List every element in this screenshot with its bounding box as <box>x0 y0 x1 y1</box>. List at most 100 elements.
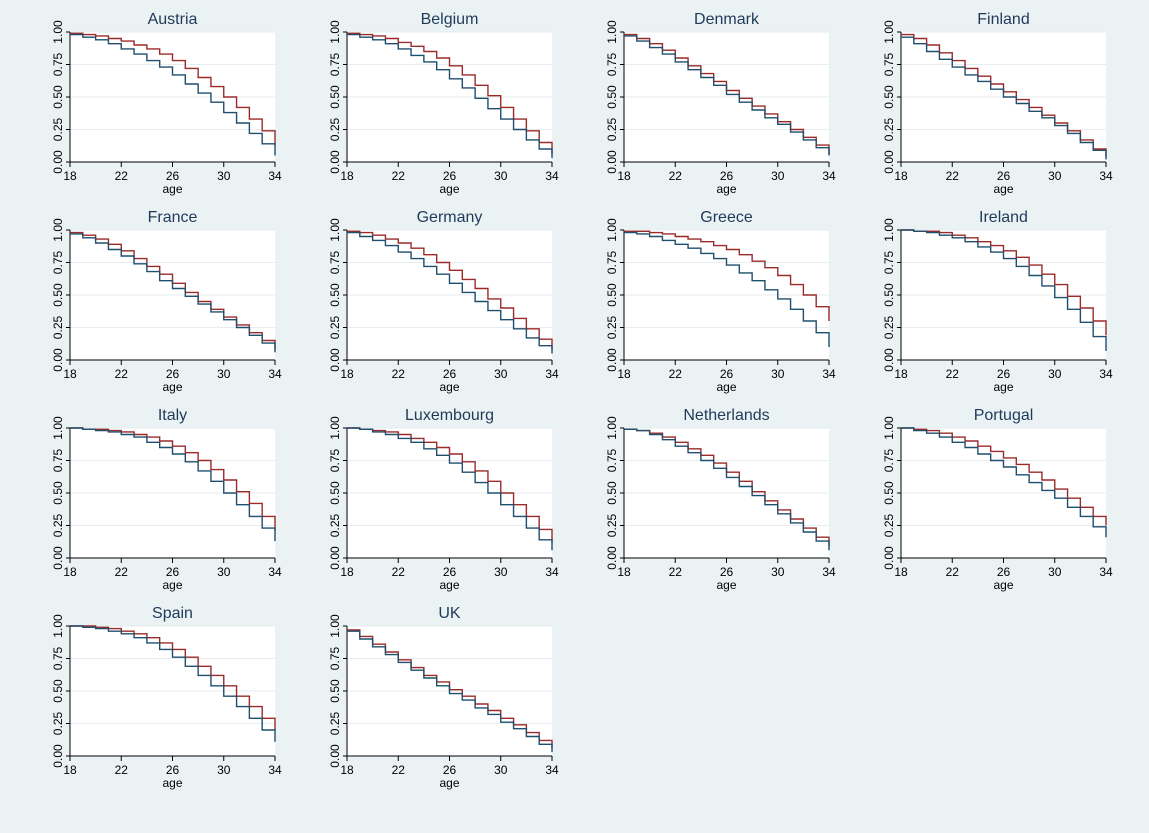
y-tick-label: 0.25 <box>328 711 342 735</box>
series-line-1 <box>347 230 553 350</box>
y-tick-label: 0.50 <box>605 85 619 109</box>
y-tick-label: 0.75 <box>605 250 619 274</box>
y-tick-label: 1.00 <box>605 218 619 242</box>
x-tick-label: 18 <box>617 367 631 381</box>
y-tick-label: 0.50 <box>328 85 342 109</box>
x-tick-label: 22 <box>669 367 683 381</box>
y-tick-label: 0.25 <box>882 315 896 339</box>
x-tick-label: 30 <box>494 763 508 777</box>
panel-denmark: 0.00 0.25 0.50 0.75 1.00 18 22 26 30 34 age Denmark <box>605 11 836 196</box>
x-tick-label: 34 <box>822 367 836 381</box>
y-tick-label: 0.00 <box>51 150 65 174</box>
series-line-1 <box>624 230 830 321</box>
y-tick-label: 0.25 <box>328 315 342 339</box>
x-tick-label: 34 <box>1099 367 1113 381</box>
y-tick-label: 0.75 <box>605 448 619 472</box>
y-tick-label: 0.75 <box>51 250 65 274</box>
x-tick-label: 18 <box>894 367 908 381</box>
y-tick-label: 0.00 <box>605 348 619 372</box>
x-tick-label: 22 <box>115 169 129 183</box>
panel-luxembourg: 0.00 0.25 0.50 0.75 1.00 18 22 26 30 34 age Luxembo… <box>328 407 559 592</box>
x-tick-label: 34 <box>268 565 282 579</box>
x-tick-label: 34 <box>268 169 282 183</box>
panel-title: Belgium <box>421 11 479 28</box>
panel-uk: 0.00 0.25 0.50 0.75 1.00 18 22 26 30 34 age UK <box>328 605 559 790</box>
x-axis-label: age <box>439 380 459 394</box>
y-tick-label: 0.50 <box>605 481 619 505</box>
x-axis-label: age <box>993 182 1013 196</box>
panel-title: Portugal <box>974 407 1034 424</box>
x-tick-label: 34 <box>822 565 836 579</box>
x-tick-label: 18 <box>894 565 908 579</box>
panel-title: Greece <box>700 209 753 226</box>
y-tick-label: 0.25 <box>605 513 619 537</box>
y-tick-label: 0.75 <box>882 448 896 472</box>
y-tick-label: 1.00 <box>605 20 619 44</box>
x-tick-label: 34 <box>822 169 836 183</box>
x-tick-label: 34 <box>268 763 282 777</box>
y-tick-label: 0.50 <box>882 85 896 109</box>
y-tick-label: 0.50 <box>51 283 65 307</box>
x-axis-label: age <box>439 578 459 592</box>
x-axis-label: age <box>993 578 1013 592</box>
x-tick-label: 30 <box>1048 169 1062 183</box>
x-tick-label: 22 <box>392 565 406 579</box>
x-tick-label: 26 <box>720 367 734 381</box>
x-tick-label: 22 <box>669 565 683 579</box>
y-tick-label: 0.50 <box>328 679 342 703</box>
y-tick-label: 1.00 <box>328 20 342 44</box>
panel-finland: 0.00 0.25 0.50 0.75 1.00 18 22 26 30 34 age Finland <box>882 11 1113 196</box>
x-tick-label: 30 <box>771 565 785 579</box>
x-tick-label: 18 <box>340 367 354 381</box>
y-tick-label: 0.50 <box>51 679 65 703</box>
series-line-1 <box>901 427 1107 526</box>
x-axis-label: age <box>162 182 182 196</box>
x-tick-label: 18 <box>894 169 908 183</box>
panel-title: Austria <box>148 11 198 28</box>
y-tick-label: 0.00 <box>882 150 896 174</box>
y-tick-label: 0.50 <box>882 481 896 505</box>
y-tick-label: 0.25 <box>328 513 342 537</box>
x-tick-label: 30 <box>494 565 508 579</box>
y-tick-label: 0.00 <box>328 348 342 372</box>
y-tick-label: 0.00 <box>605 546 619 570</box>
x-tick-label: 30 <box>217 763 231 777</box>
x-tick-label: 18 <box>340 763 354 777</box>
x-tick-label: 30 <box>494 169 508 183</box>
series-line-1 <box>70 32 276 146</box>
y-tick-label: 0.75 <box>605 52 619 76</box>
y-tick-label: 0.00 <box>328 546 342 570</box>
x-tick-label: 34 <box>268 367 282 381</box>
x-tick-label: 34 <box>1099 169 1113 183</box>
series-line-1 <box>70 625 276 730</box>
series-line-2 <box>624 231 830 347</box>
y-tick-label: 0.25 <box>328 117 342 141</box>
x-tick-label: 34 <box>545 367 559 381</box>
panel-austria: 0.00 0.25 0.50 0.75 1.00 18 22 26 30 34 age Austria <box>51 11 282 196</box>
x-tick-label: 18 <box>63 169 77 183</box>
x-tick-label: 26 <box>720 565 734 579</box>
x-tick-label: 30 <box>217 169 231 183</box>
series-line-2 <box>901 427 1107 538</box>
x-tick-label: 34 <box>545 763 559 777</box>
y-tick-label: 0.50 <box>328 481 342 505</box>
x-tick-label: 18 <box>617 169 631 183</box>
x-tick-label: 26 <box>720 169 734 183</box>
x-tick-label: 26 <box>997 565 1011 579</box>
panel-greece: 0.00 0.25 0.50 0.75 1.00 18 22 26 30 34 age Greece <box>605 209 836 394</box>
series-line-2 <box>901 229 1107 351</box>
x-tick-label: 22 <box>946 169 960 183</box>
x-tick-label: 30 <box>1048 565 1062 579</box>
panel-portugal: 0.00 0.25 0.50 0.75 1.00 18 22 26 30 34 age Portuga… <box>882 407 1113 592</box>
x-axis-label: age <box>716 578 736 592</box>
y-tick-label: 1.00 <box>51 614 65 638</box>
x-tick-label: 22 <box>115 367 129 381</box>
x-axis-label: age <box>162 578 182 592</box>
y-tick-label: 0.00 <box>51 744 65 768</box>
series-line-1 <box>901 229 1107 336</box>
y-tick-label: 0.75 <box>51 448 65 472</box>
series-line-2 <box>624 35 830 156</box>
y-tick-label: 0.50 <box>605 283 619 307</box>
y-tick-label: 0.25 <box>51 315 65 339</box>
x-tick-label: 22 <box>669 169 683 183</box>
